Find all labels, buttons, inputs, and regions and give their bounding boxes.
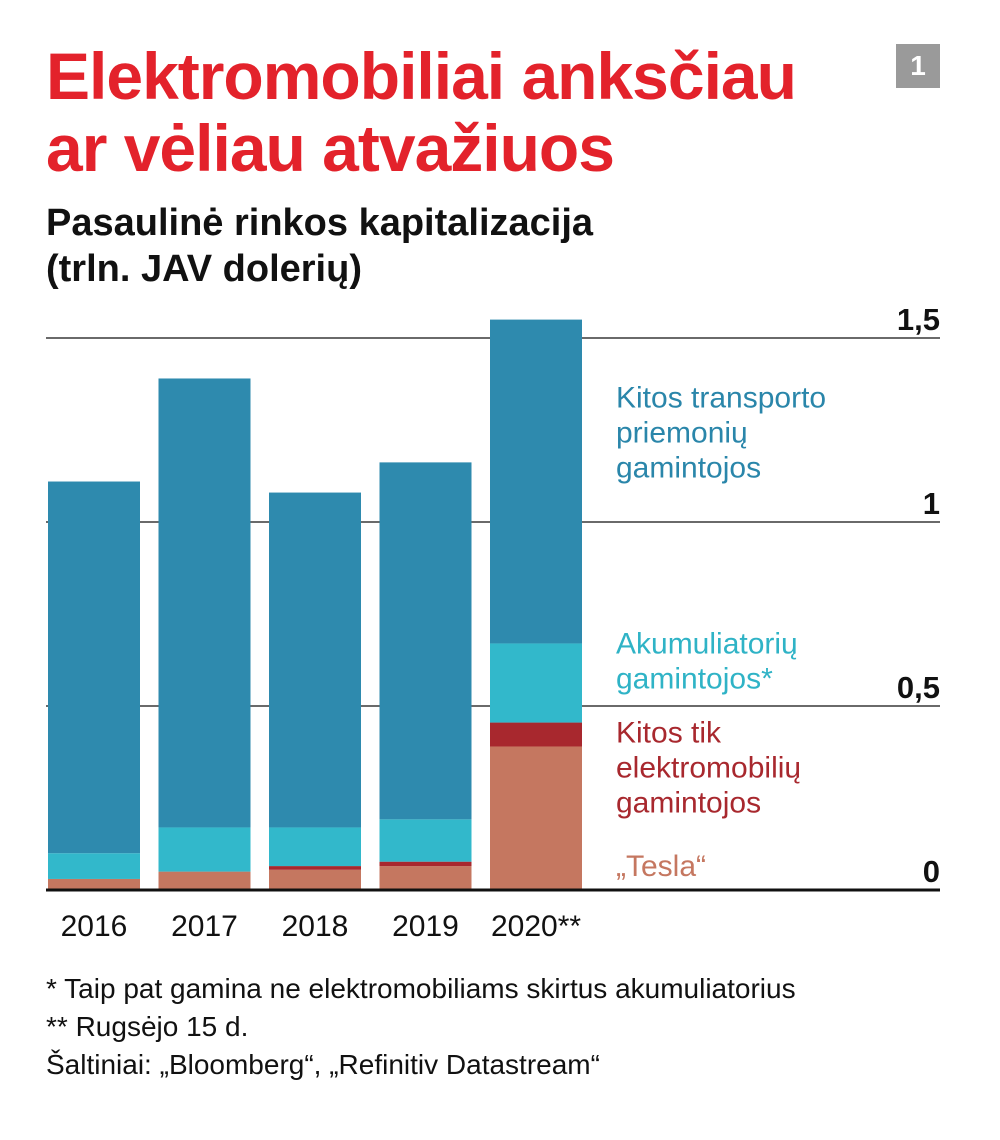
- legend-label: gamintojos: [616, 787, 761, 820]
- bar-segment: [48, 481, 140, 854]
- footnote-battery: * Taip pat gamina ne elektromobiliams sk…: [46, 973, 796, 1004]
- x-tick-label: 2017: [171, 910, 238, 943]
- bar-segment: [379, 819, 472, 862]
- bar-segment: [490, 643, 582, 723]
- x-tick-label: 2016: [61, 910, 128, 943]
- sources-note: Šaltiniai: „Bloomberg“, „Refinitiv Datas…: [46, 1049, 600, 1080]
- bar-segment: [379, 861, 472, 867]
- bar-segment: [269, 869, 361, 890]
- legend-label: gamintojos*: [616, 662, 773, 695]
- bar-segment: [158, 871, 251, 890]
- bar-segment: [490, 722, 582, 747]
- x-tick-label: 2020**: [491, 910, 581, 943]
- bar-segment: [48, 853, 140, 879]
- page-number-badge: 1: [896, 44, 940, 88]
- y-tick-label: 1: [923, 486, 940, 521]
- y-tick-label: 0,5: [897, 670, 940, 705]
- chart-title: Elektromobiliai anksčiau ar vėliau atvaž…: [46, 40, 906, 184]
- chart-subtitle: Pasaulinė rinkos kapitalizacija (trln. J…: [46, 200, 593, 292]
- legend-label: Akumuliatorių: [616, 627, 798, 660]
- legend-label: „Tesla“: [616, 850, 706, 883]
- bar-segment: [490, 319, 582, 644]
- footnotes: * Taip pat gamina ne elektromobiliams sk…: [46, 970, 796, 1084]
- bar-segment: [379, 462, 472, 820]
- bar-segment: [269, 492, 361, 828]
- legend-label: priemonių: [616, 417, 748, 450]
- title-line-1: Elektromobiliai anksčiau: [46, 39, 797, 113]
- y-tick-label: 1,5: [897, 302, 940, 337]
- y-tick-label: 0: [923, 854, 940, 889]
- legend-label: Kitos tik: [616, 717, 722, 750]
- bar-segment: [269, 866, 361, 870]
- x-tick-label: 2018: [282, 910, 349, 943]
- bar-segment: [48, 878, 140, 890]
- title-line-2: ar vėliau atvažiuos: [46, 111, 615, 185]
- bar-segment: [490, 746, 582, 890]
- subtitle-line-1: Pasaulinė rinkos kapitalizacija: [46, 202, 594, 244]
- bar-segment: [379, 866, 472, 890]
- x-tick-label: 2019: [392, 910, 459, 943]
- subtitle-line-2: (trln. JAV dolerių): [46, 248, 362, 290]
- legend-label: Kitos transporto: [616, 382, 826, 415]
- legend-label: gamintojos: [616, 452, 761, 485]
- legend-label: elektromobilių: [616, 752, 801, 785]
- stacked-bar-chart: 0 0,5 1 1,5 2016 2017 2018 2019 2020** Kitos tran…: [46, 302, 940, 943]
- bar-segment: [269, 827, 361, 867]
- bar-segment: [158, 378, 251, 828]
- bar-segment: [158, 827, 251, 872]
- footnote-date: ** Rugsėjo 15 d.: [46, 1011, 249, 1042]
